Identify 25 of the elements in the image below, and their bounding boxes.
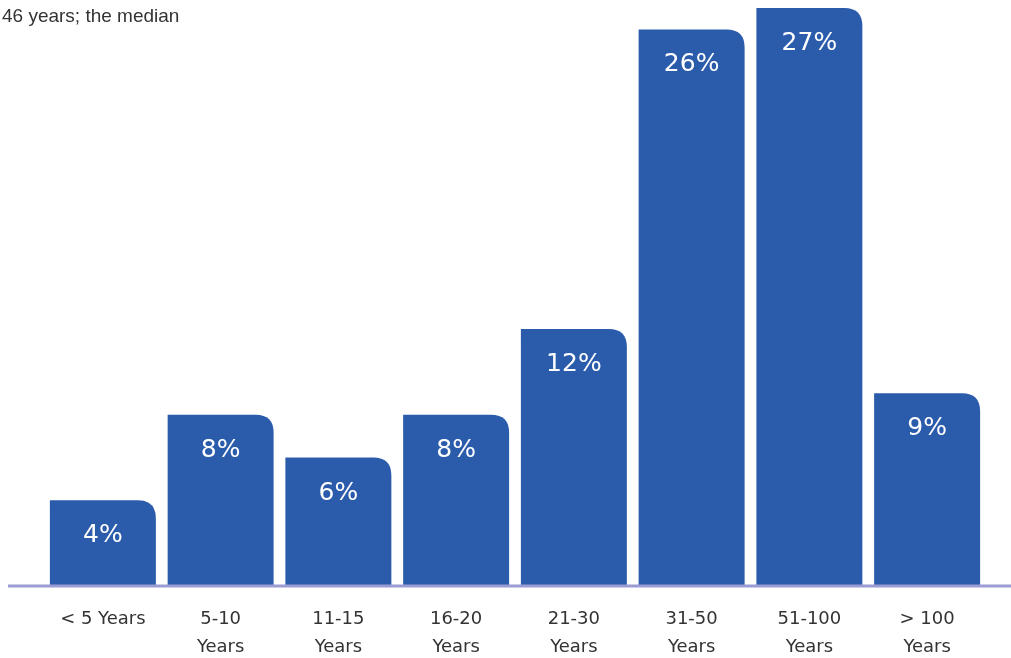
bar bbox=[285, 457, 392, 586]
annotation: 46 years; the median bbox=[2, 5, 180, 26]
x-tick-label: 16-20 Years bbox=[429, 607, 483, 656]
data-label: 9% bbox=[907, 412, 947, 442]
bar bbox=[756, 8, 863, 586]
x-tick-label: 21-30 Years bbox=[547, 607, 601, 656]
data-label: 6% bbox=[318, 476, 359, 506]
data-label: 8% bbox=[436, 433, 476, 463]
data-label: 27% bbox=[781, 27, 838, 56]
x-tick-label: 31-50 Years bbox=[665, 607, 718, 656]
x-tick-label: < 5 Years bbox=[60, 607, 146, 628]
x-tick-label: 5-10 Years bbox=[195, 607, 245, 656]
bar bbox=[638, 29, 745, 586]
bar bbox=[403, 414, 510, 586]
bar bbox=[520, 329, 627, 586]
x-tick-label: 11-15 Years bbox=[312, 607, 365, 656]
bar bbox=[49, 500, 156, 586]
x-tick-label: 51-100 Years bbox=[777, 607, 842, 656]
data-label: 8% bbox=[200, 433, 241, 463]
bar bbox=[167, 414, 274, 586]
x-tick-label: > 100 Years bbox=[899, 607, 955, 656]
data-label: 12% bbox=[546, 348, 602, 378]
bar bbox=[874, 393, 981, 586]
data-label: 4% bbox=[83, 519, 123, 549]
data-label: 26% bbox=[663, 48, 720, 78]
